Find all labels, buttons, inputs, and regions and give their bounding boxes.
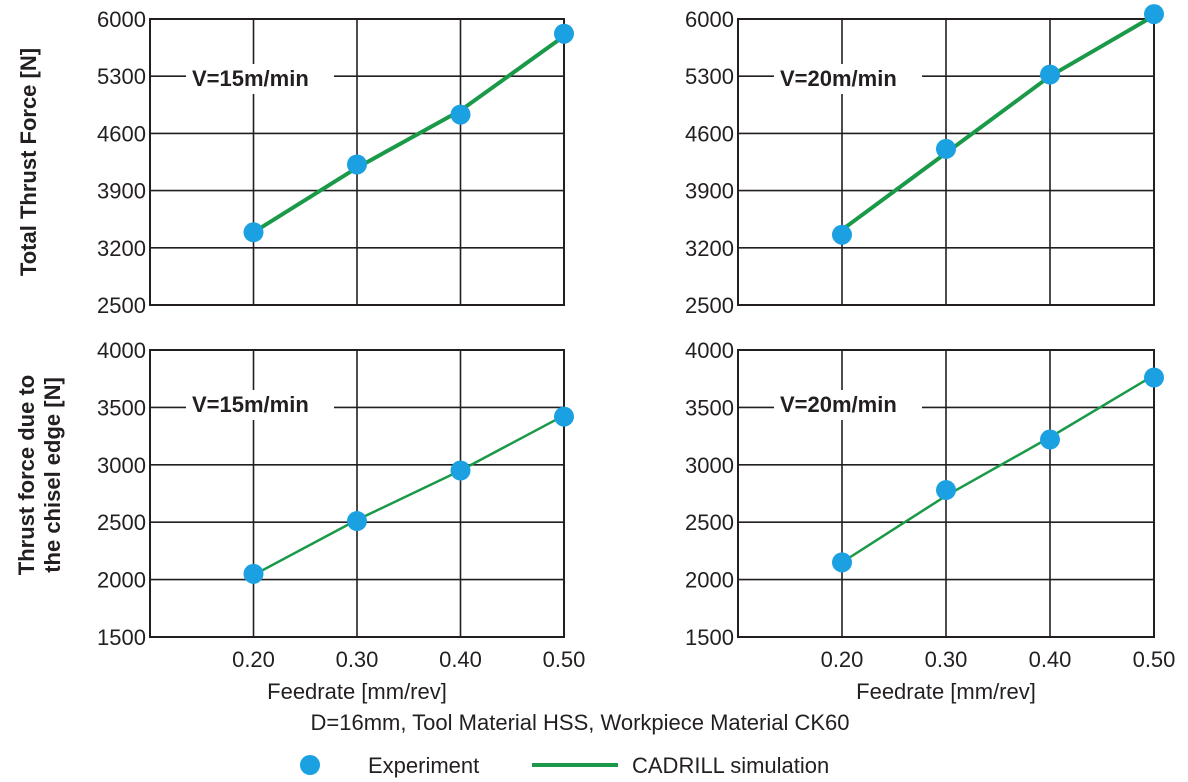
chart-panel-2: 2500 3200 3900 4600 5300 6000 V=20m/min xyxy=(685,4,1164,318)
y-tick-label: 1500 xyxy=(685,625,734,650)
experiment-data-point xyxy=(347,511,367,532)
y-tick-label: 3500 xyxy=(685,395,734,420)
y-tick-label: 2500 xyxy=(685,293,734,318)
figure-caption: D=16mm, Tool Material HSS, Workpiece Mat… xyxy=(311,710,850,735)
chart-panel-3: 1500 2000 2500 3000 3500 4000 0.20 0.30 0.40 0.50… xyxy=(97,338,585,704)
y-tick-label: 2500 xyxy=(685,510,734,535)
experiment-data-point xyxy=(936,138,956,159)
simulation-series-line xyxy=(252,414,565,577)
legend-experiment-marker xyxy=(300,755,320,775)
y-tick-label: 3500 xyxy=(97,395,146,420)
y-tick-label: 3000 xyxy=(685,453,734,478)
legend-experiment-label: Experiment xyxy=(368,753,479,778)
y-tick-label: 2000 xyxy=(685,568,734,593)
y-tick-label: 4600 xyxy=(685,121,734,146)
x-tick-label: 0.20 xyxy=(232,647,275,672)
y-tick-label: 3000 xyxy=(97,453,146,478)
plot-frame xyxy=(149,349,565,638)
experiment-data-point xyxy=(450,460,471,481)
x-tick-label: 0.50 xyxy=(543,647,586,672)
legend-simulation-label: CADRILL simulation xyxy=(632,753,829,778)
experiment-data-point xyxy=(243,222,264,243)
y-tick-label: 4600 xyxy=(97,121,146,146)
legend: Experiment CADRILL simulation xyxy=(300,753,829,778)
experiment-data-point xyxy=(936,480,956,501)
panel-label: V=15m/min xyxy=(192,392,309,417)
y-tick-label: 5300 xyxy=(97,64,146,89)
x-tick-label: 0.50 xyxy=(1133,647,1176,672)
row-label-top: Total Thrust Force [N] xyxy=(16,48,41,276)
experiment-data-point xyxy=(832,224,852,245)
y-tick-label: 4000 xyxy=(97,338,146,363)
y-tick-label: 3200 xyxy=(97,236,146,261)
panel-label: V=15m/min xyxy=(192,66,309,91)
experiment-data-point xyxy=(1144,367,1164,388)
y-tick-label: 6000 xyxy=(97,7,146,32)
y-tick-label: 6000 xyxy=(685,7,734,32)
x-axis-label: Feedrate [mm/rev] xyxy=(856,679,1036,704)
experiment-data-point xyxy=(1040,429,1060,450)
y-tick-label: 3900 xyxy=(685,179,734,204)
y-tick-label: 4000 xyxy=(685,338,734,363)
y-tick-label: 2500 xyxy=(97,510,146,535)
experiment-data-point xyxy=(1040,64,1060,85)
x-tick-label: 0.20 xyxy=(821,647,864,672)
chart-panel-1: 2500 3200 3900 4600 5300 6000 V=15m/min xyxy=(97,7,574,318)
y-tick-label: 2000 xyxy=(97,568,146,593)
simulation-series-line xyxy=(252,34,566,234)
row-label-bottom-line1: Thrust force due to xyxy=(14,375,39,575)
experiment-data-point xyxy=(450,104,471,125)
experiment-data-point xyxy=(347,154,367,175)
row-label-bottom-line2: the chisel edge [N] xyxy=(40,377,65,573)
plot-frame xyxy=(149,18,565,306)
x-tick-label: 0.40 xyxy=(439,647,482,672)
panel-label-bg xyxy=(774,390,922,420)
panel-label-bg xyxy=(774,64,922,94)
y-tick-label: 5300 xyxy=(685,64,734,89)
simulation-series-line xyxy=(841,374,1155,564)
experiment-data-point xyxy=(243,563,264,584)
x-tick-label: 0.40 xyxy=(1029,647,1072,672)
y-tick-label: 2500 xyxy=(97,293,146,318)
x-axis-label: Feedrate [mm/rev] xyxy=(267,679,447,704)
panel-label-bg xyxy=(186,64,334,94)
panel-label: V=20m/min xyxy=(780,66,897,91)
y-tick-label: 1500 xyxy=(97,625,146,650)
experiment-data-point xyxy=(832,552,852,573)
simulation-series-line xyxy=(840,14,1156,232)
experiment-data-point xyxy=(554,23,574,44)
plot-frame xyxy=(737,349,1155,638)
chart-panels: 2500 3200 3900 4600 5300 6000 V=15m/min 2500 320… xyxy=(97,4,1175,704)
panel-label: V=20m/min xyxy=(780,392,897,417)
x-tick-label: 0.30 xyxy=(336,647,379,672)
y-tick-label: 3200 xyxy=(685,236,734,261)
experiment-data-point xyxy=(1144,4,1164,25)
plot-frame xyxy=(737,18,1155,306)
experiment-data-point xyxy=(554,406,574,427)
chart-panel-4: 1500 2000 2500 3000 3500 4000 0.20 0.30 0.40 0.50… xyxy=(685,338,1175,704)
panel-label-bg xyxy=(186,390,334,420)
y-tick-label: 3900 xyxy=(97,179,146,204)
x-tick-label: 0.30 xyxy=(925,647,968,672)
